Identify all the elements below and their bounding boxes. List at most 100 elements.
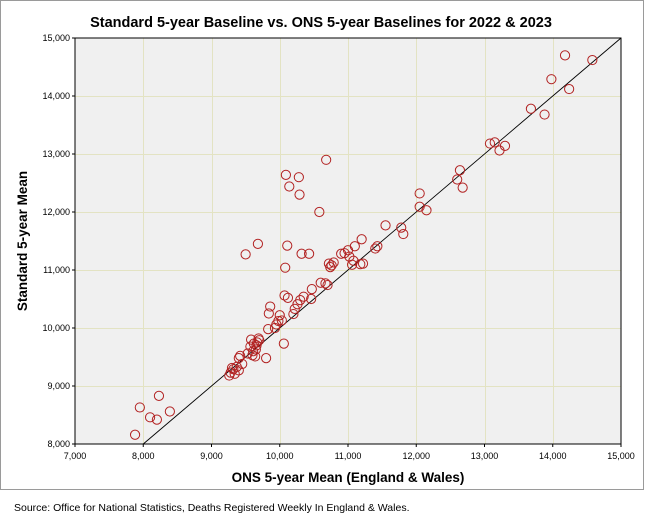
data-point: [322, 279, 333, 291]
y-tick-label: 8,000: [47, 439, 70, 449]
data-point: [314, 206, 325, 218]
data-point: [284, 181, 295, 192]
data-point: [233, 365, 244, 376]
data-point: [273, 315, 284, 327]
x-tick-label: 12,000: [402, 451, 430, 461]
data-point: [564, 83, 575, 95]
data-point: [398, 228, 409, 240]
data-point: [356, 234, 367, 245]
data-point: [134, 402, 145, 413]
data-point: [282, 240, 293, 251]
data-point: [525, 103, 537, 114]
data-point: [454, 165, 466, 176]
y-tick-label: 13,000: [42, 149, 70, 159]
data-point: [254, 335, 265, 346]
data-point: [261, 353, 272, 364]
data-point: [372, 241, 383, 252]
data-point: [282, 292, 294, 303]
data-point: [242, 348, 253, 359]
x-tick-label: 11,000: [335, 451, 362, 461]
data-point: [380, 220, 391, 231]
data-point: [326, 260, 337, 271]
data-point: [153, 390, 165, 401]
x-tick-label: 8,000: [132, 451, 155, 461]
data-point: [240, 249, 251, 260]
data-point: [306, 284, 317, 295]
data-point: [303, 248, 315, 259]
data-point: [321, 154, 332, 165]
data-point: [414, 201, 425, 212]
chart-title: Standard 5-year Baseline vs. ONS 5-year …: [90, 15, 552, 31]
data-point: [421, 205, 432, 216]
data-point: [396, 222, 407, 233]
y-tick-label: 11,000: [43, 265, 70, 275]
data-point: [226, 362, 238, 374]
data-point: [348, 255, 359, 266]
y-tick-label: 12,000: [42, 207, 70, 217]
x-tick-label: 14,000: [539, 451, 567, 461]
chart-frame: [0, 0, 644, 490]
data-point: [144, 412, 156, 423]
data-point: [489, 137, 500, 148]
reference-line-layer: [142, 37, 622, 445]
x-tick-label: 10,000: [266, 451, 294, 461]
data-point: [280, 262, 291, 273]
data-point: [252, 337, 263, 348]
data-point: [328, 257, 339, 268]
data-point: [294, 189, 305, 200]
data-point: [225, 367, 236, 378]
tick-labels: 7,000 8,000 9,000 10,000 11,000 12,000 13,000 1…: [42, 33, 634, 461]
x-tick-label: 7,000: [64, 451, 87, 461]
data-point: [296, 248, 307, 259]
data-point: [499, 140, 511, 151]
y-axis-title: Standard 5-year Mean: [15, 171, 30, 311]
data-point: [252, 238, 264, 249]
data-point: [357, 258, 369, 269]
data-point: [274, 310, 285, 321]
x-axis-title: ONS 5-year Mean (England & Wales): [232, 470, 465, 485]
data-point: [237, 358, 248, 370]
gridlines: [75, 38, 621, 444]
data-point: [263, 308, 274, 319]
x-tick-label: 13,000: [471, 451, 499, 461]
data-point: [306, 293, 317, 305]
y-tick-label: 9,000: [47, 381, 70, 391]
data-point: [164, 406, 175, 417]
data-point: [346, 259, 358, 270]
data-point: [278, 338, 289, 349]
data-point: [315, 277, 326, 288]
y-tick-label: 10,000: [42, 323, 70, 333]
data-point: [276, 315, 287, 326]
data-point: [587, 54, 598, 66]
data-point: [265, 301, 276, 312]
data-point: [279, 290, 290, 301]
data-point: [293, 172, 304, 183]
data-point: [151, 414, 162, 425]
data-point: [414, 188, 425, 199]
y-tick-label: 15,000: [42, 33, 70, 43]
data-point: [295, 295, 306, 306]
x-tick-label: 9,000: [200, 451, 223, 461]
data-point: [280, 169, 291, 180]
data-point: [298, 291, 309, 302]
data-point: [546, 74, 557, 85]
data-point: [320, 278, 331, 289]
data-point: [228, 364, 239, 375]
data-point: [559, 50, 571, 61]
reference-line: [142, 37, 622, 445]
data-point: [129, 429, 141, 440]
data-point: [233, 353, 244, 364]
x-tick-label: 15,000: [607, 451, 635, 461]
data-point: [457, 182, 468, 193]
data-point: [370, 243, 381, 254]
y-tick-label: 14,000: [42, 91, 70, 101]
data-point: [288, 308, 299, 320]
data-point: [235, 350, 246, 361]
data-point: [263, 324, 274, 335]
data-point: [484, 138, 496, 149]
data-point: [248, 346, 259, 357]
data-point: [349, 241, 360, 252]
data-point: [250, 351, 261, 362]
